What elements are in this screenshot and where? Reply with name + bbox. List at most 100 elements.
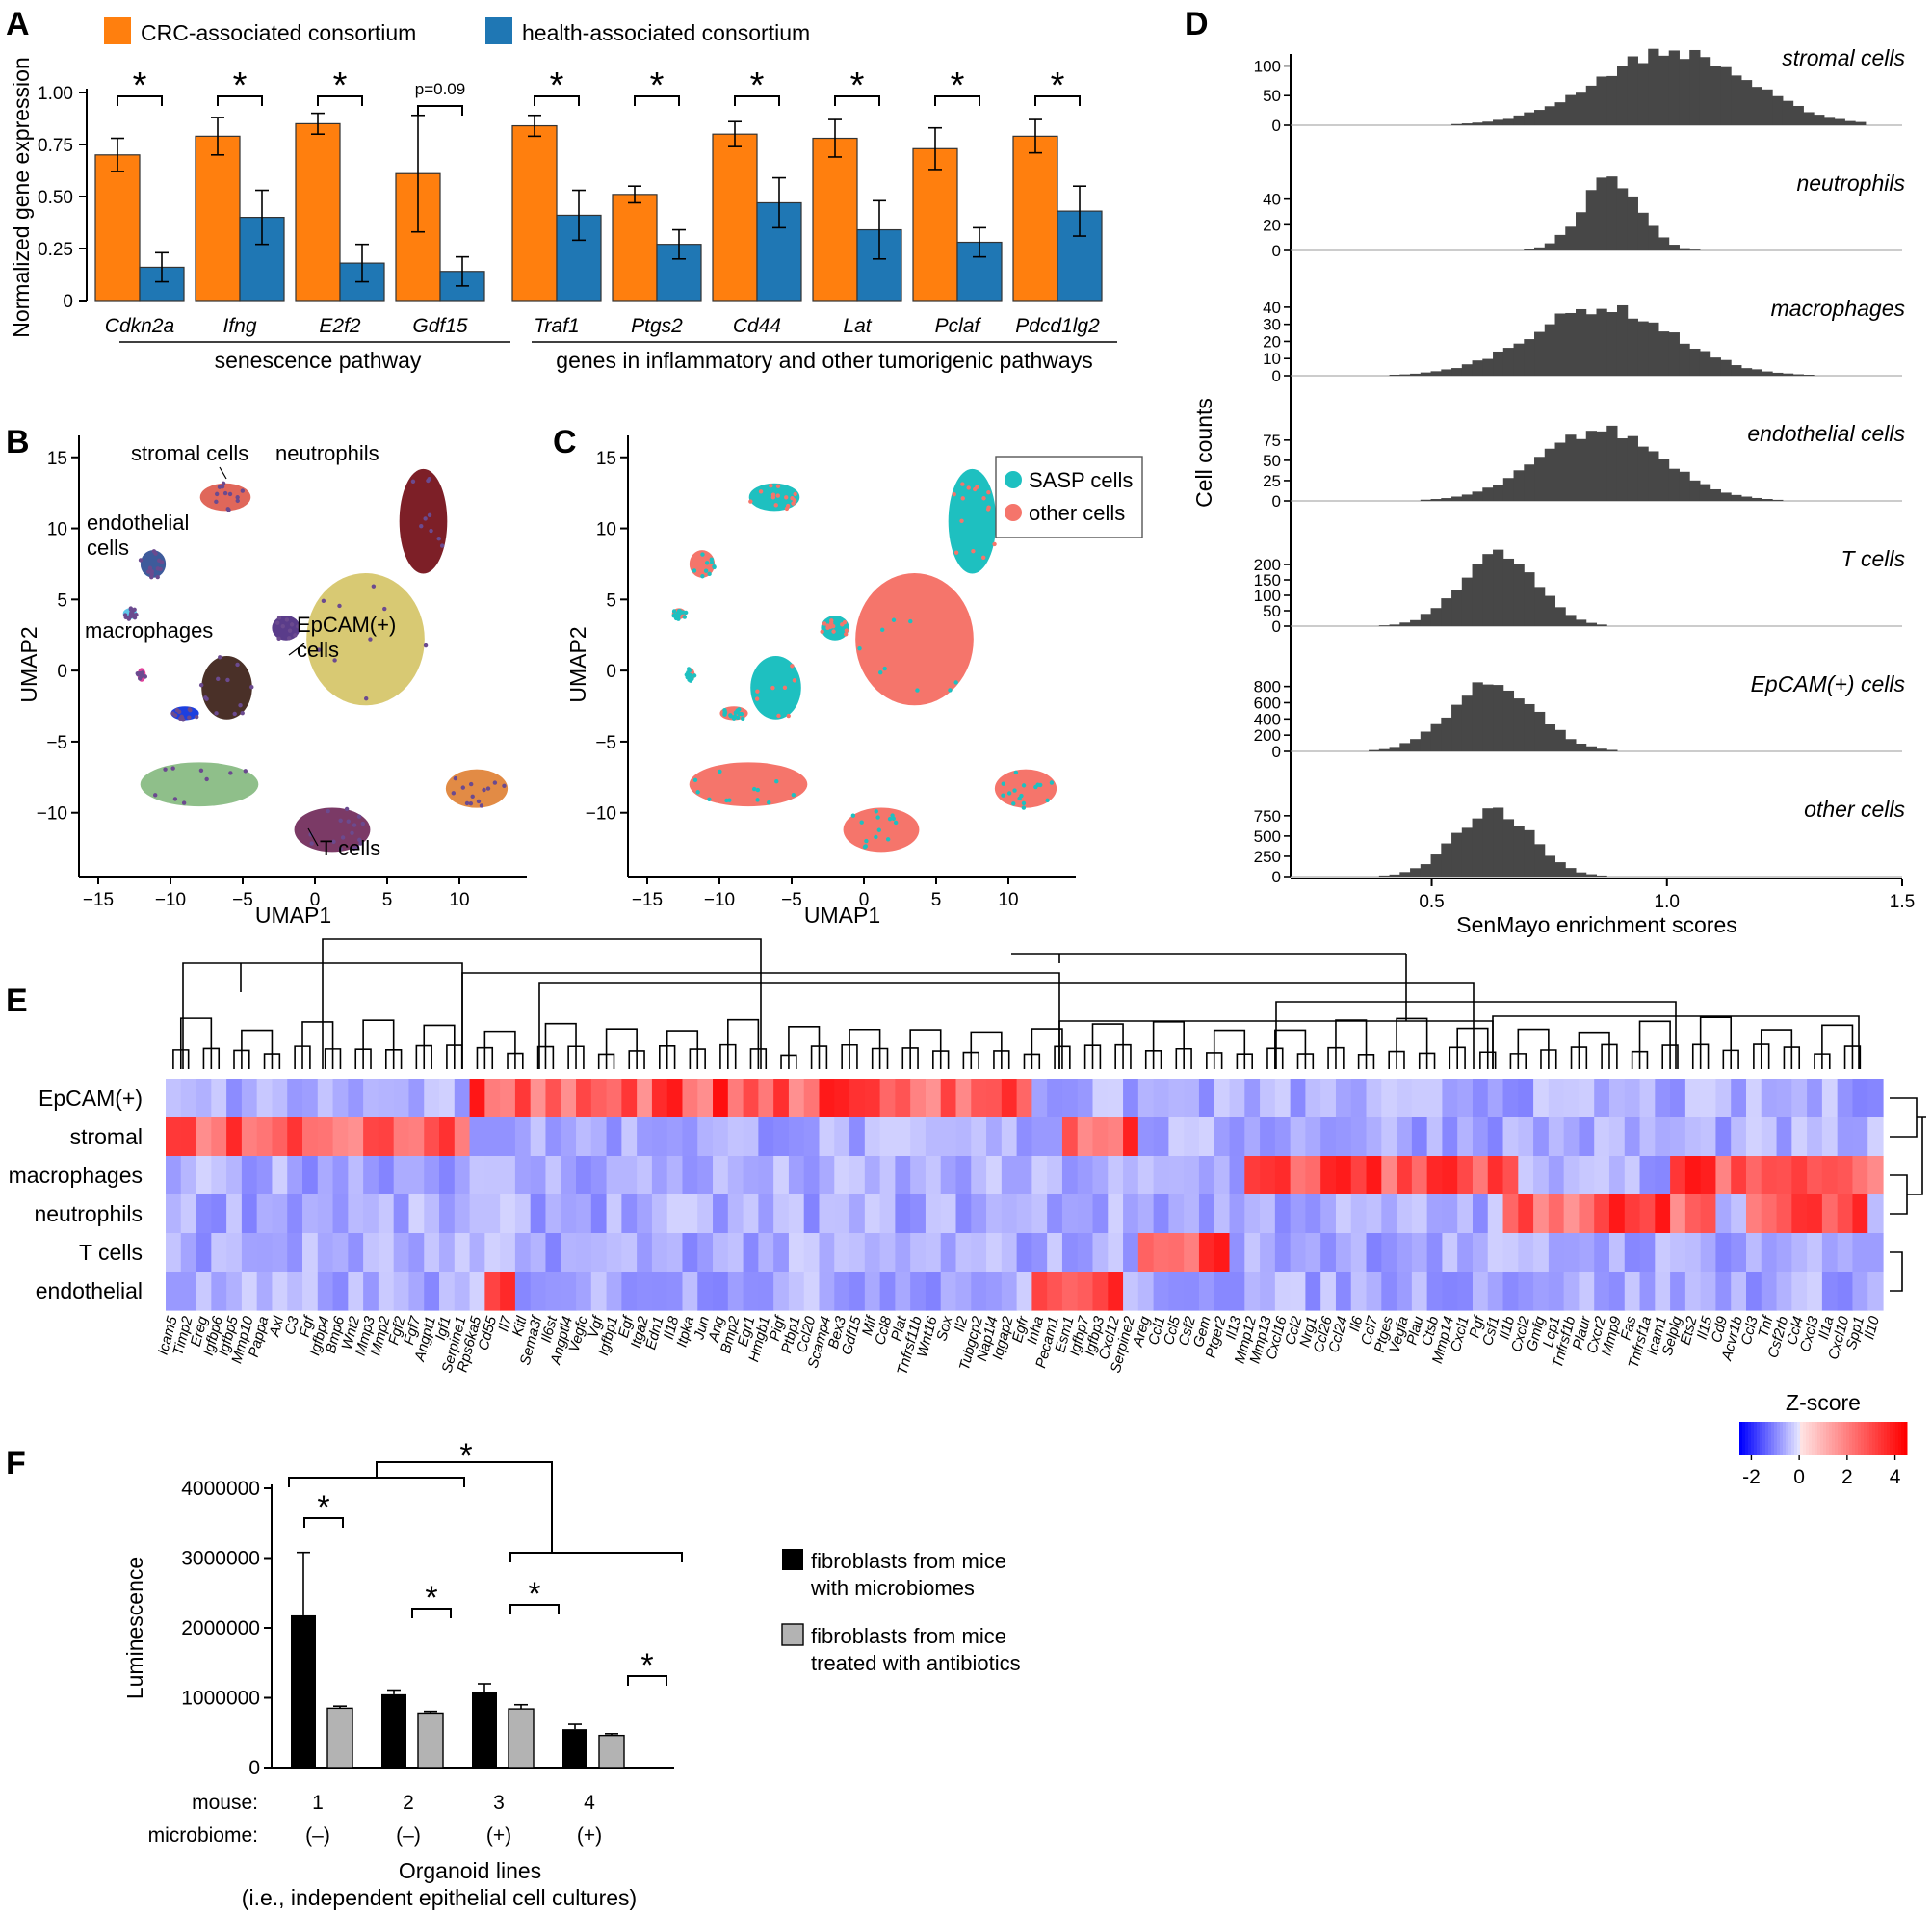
e-dendrogram-branch bbox=[362, 1019, 395, 1069]
d-hist-bar bbox=[1430, 499, 1442, 501]
f-sig-star: * bbox=[528, 1576, 540, 1613]
b-point bbox=[132, 607, 137, 612]
a-sig-star: * bbox=[850, 66, 865, 106]
e-heat-cell bbox=[1472, 1272, 1489, 1311]
e-row-label: T cells bbox=[79, 1240, 143, 1265]
e-heat-cell bbox=[1731, 1156, 1747, 1195]
e-gene-label: Cd9 bbox=[1709, 1314, 1732, 1345]
e-heat-cell bbox=[1715, 1233, 1732, 1272]
e-heat-cell bbox=[879, 1194, 896, 1234]
e-heat-cell bbox=[819, 1117, 835, 1157]
a-category-label: Cdkn2a bbox=[105, 315, 174, 337]
e-heat-cell bbox=[1700, 1117, 1717, 1157]
e-heat-cell bbox=[1487, 1156, 1504, 1195]
e-heat-cell bbox=[1350, 1156, 1368, 1195]
c-point bbox=[748, 499, 753, 504]
e-heat-cell bbox=[1411, 1079, 1428, 1118]
e-heat-cell bbox=[1153, 1272, 1169, 1311]
e-heat-cell bbox=[1335, 1079, 1352, 1118]
e-heat-cell bbox=[180, 1194, 197, 1234]
e-heat-cell bbox=[1092, 1194, 1109, 1234]
d-hist-bar bbox=[1430, 723, 1442, 751]
d-hist-bar bbox=[1740, 368, 1753, 376]
e-heat-cell bbox=[272, 1079, 288, 1118]
a-sig-star: * bbox=[951, 66, 965, 106]
e-heat-cell bbox=[469, 1233, 485, 1272]
e-heat-cell bbox=[1244, 1194, 1261, 1234]
c-point bbox=[887, 816, 893, 822]
e-heat-cell bbox=[849, 1156, 866, 1195]
d-hist-bar bbox=[1544, 595, 1556, 626]
e-heat-cell bbox=[530, 1272, 547, 1311]
b-label-epcam: EpCAM(+) bbox=[297, 613, 396, 637]
e-heat-cell bbox=[1047, 1272, 1063, 1311]
e-gene-label: Ang bbox=[705, 1314, 728, 1345]
e-heat-cell bbox=[1031, 1233, 1048, 1272]
d-hist-bar bbox=[1637, 212, 1649, 250]
e-heat-cell bbox=[530, 1079, 547, 1118]
e-heat-cell bbox=[1229, 1079, 1245, 1118]
d-hist-bar bbox=[1823, 117, 1836, 125]
d-hist-bar bbox=[1720, 359, 1732, 376]
e-heat-cell bbox=[1153, 1079, 1169, 1118]
c-x-tick-label: −5 bbox=[781, 890, 802, 910]
e-heat-cell bbox=[211, 1156, 227, 1195]
e-heat-cell bbox=[272, 1117, 288, 1157]
e-gene-label: Vgf bbox=[585, 1313, 607, 1340]
d-hist-bar bbox=[1524, 464, 1535, 501]
e-heat-cell bbox=[1214, 1117, 1231, 1157]
e-heat-cell bbox=[287, 1233, 303, 1272]
d-hist-bar bbox=[1762, 371, 1773, 376]
b-point bbox=[238, 702, 243, 708]
d-y-tick-label: 0 bbox=[1272, 868, 1281, 886]
c-point bbox=[775, 484, 781, 488]
e-gene-label: Plat bbox=[888, 1314, 910, 1343]
c-point bbox=[758, 489, 764, 494]
e-heat-cell bbox=[637, 1079, 653, 1118]
e-heat-cell bbox=[1244, 1156, 1261, 1195]
b-point bbox=[276, 636, 281, 642]
e-heat-cell bbox=[545, 1156, 561, 1195]
b-point bbox=[147, 565, 153, 570]
e-heat-cell bbox=[1776, 1117, 1792, 1157]
e-heat-cell bbox=[1624, 1156, 1641, 1195]
e-heat-cell bbox=[1700, 1233, 1717, 1272]
e-heat-cell bbox=[241, 1233, 258, 1272]
e-heat-cell bbox=[424, 1233, 440, 1272]
b-point bbox=[287, 628, 293, 633]
e-heat-cell bbox=[1594, 1079, 1610, 1118]
d-y-tick-label: 20 bbox=[1263, 332, 1281, 351]
e-heat-cell bbox=[606, 1079, 622, 1118]
e-heat-cell bbox=[393, 1079, 410, 1118]
b-point bbox=[172, 713, 178, 718]
e-heat-cell bbox=[621, 1079, 638, 1118]
e-heat-cell bbox=[545, 1194, 561, 1234]
e-colorbar-segment bbox=[1890, 1422, 1893, 1455]
e-heat-cell bbox=[788, 1117, 805, 1157]
d-y-tick-label: 100 bbox=[1254, 57, 1281, 75]
e-heat-cell bbox=[1745, 1194, 1762, 1234]
e-heat-cell bbox=[1335, 1194, 1352, 1234]
e-heat-cell bbox=[651, 1156, 668, 1195]
e-heat-cell bbox=[1655, 1233, 1671, 1272]
c-point bbox=[908, 618, 913, 624]
e-gene-label: Il15 bbox=[1694, 1314, 1716, 1341]
e-colorbar-segment bbox=[1794, 1422, 1798, 1455]
e-colorbar-segment bbox=[1901, 1422, 1905, 1455]
d-hist-bar bbox=[1627, 196, 1638, 250]
e-heat-cell bbox=[955, 1194, 972, 1234]
e-heat-cell bbox=[788, 1156, 805, 1195]
e-heat-cell bbox=[272, 1233, 288, 1272]
a-sig-bracket bbox=[217, 95, 263, 106]
e-heat-cell bbox=[1852, 1117, 1868, 1157]
c-point bbox=[754, 696, 760, 701]
e-heat-cell bbox=[1244, 1233, 1261, 1272]
d-hist-bar bbox=[1451, 123, 1463, 125]
e-heat-cell bbox=[940, 1272, 957, 1311]
e-heat-cell bbox=[1761, 1194, 1778, 1234]
e-heat-cell bbox=[226, 1156, 243, 1195]
e-heat-cell bbox=[514, 1117, 532, 1157]
b-point bbox=[354, 845, 360, 850]
e-heat-cell bbox=[1670, 1117, 1686, 1157]
e-heat-cell bbox=[1123, 1272, 1139, 1311]
